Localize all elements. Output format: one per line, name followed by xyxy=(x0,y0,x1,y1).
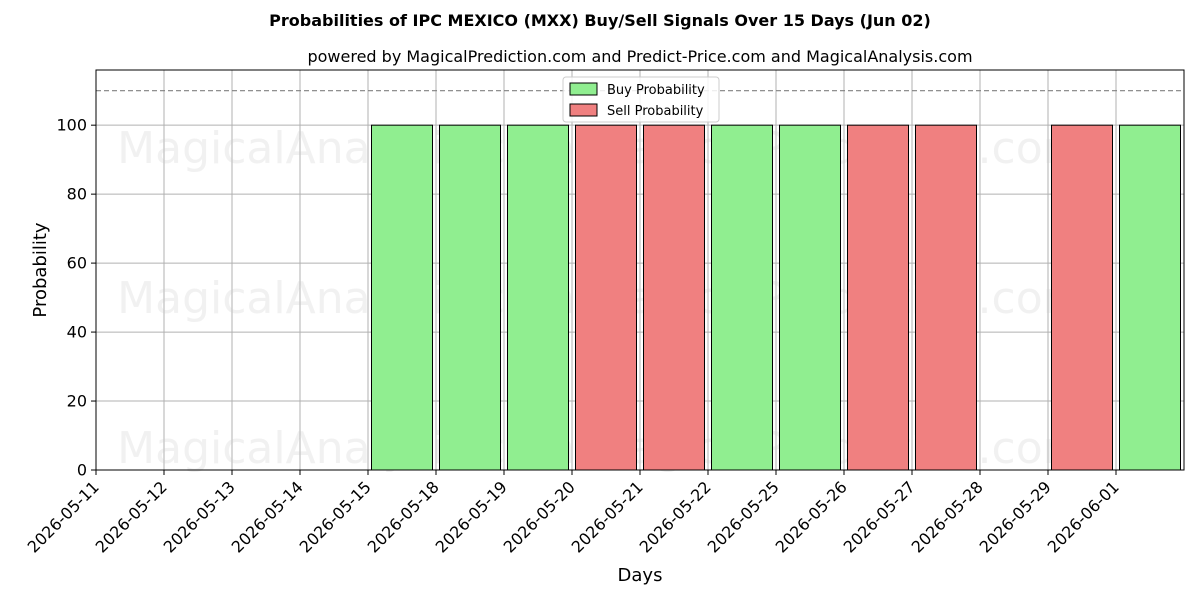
x-tick-label: 2026-05-22 xyxy=(636,477,715,556)
buy-probability-bar xyxy=(711,124,773,471)
x-tick-label: 2026-05-15 xyxy=(296,477,375,556)
sell-probability-bar xyxy=(915,124,977,471)
x-tick-label: 2026-05-27 xyxy=(840,477,919,556)
y-axis-label: Probability xyxy=(30,222,51,317)
chart-subtitle: powered by MagicalPrediction.com and Pre… xyxy=(307,47,972,66)
legend-swatch-sell xyxy=(569,103,598,117)
watermark-text: MagicalAnalysis.com xyxy=(117,273,575,324)
x-tick-label: 2026-05-29 xyxy=(976,477,1055,556)
x-tick-label: 2026-05-28 xyxy=(908,477,987,556)
x-tick-label: 2026-05-20 xyxy=(500,477,579,556)
buy-probability-bar xyxy=(371,124,433,471)
x-tick-label: 2026-05-11 xyxy=(24,477,103,556)
x-tick-label: 2026-05-26 xyxy=(772,477,851,556)
x-tick-label: 2026-05-12 xyxy=(92,477,171,556)
y-tick-label: 100 xyxy=(56,116,87,135)
x-axis-label: Days xyxy=(618,565,663,586)
legend-label-buy: Buy Probability xyxy=(607,83,705,98)
y-tick-label: 80 xyxy=(67,185,87,204)
chart-title: Probabilities of IPC MEXICO (MXX) Buy/Se… xyxy=(269,11,931,30)
x-axis-ticks: 2026-05-112026-05-122026-05-132026-05-14… xyxy=(24,470,1123,557)
watermark-text: MagicalAnalysis.com xyxy=(117,423,575,474)
y-tick-label: 20 xyxy=(67,392,87,411)
x-tick-label: 2026-05-25 xyxy=(704,477,783,556)
bars xyxy=(371,124,1181,471)
sell-probability-bar xyxy=(847,124,909,471)
x-tick-label: 2026-05-18 xyxy=(364,477,443,556)
x-tick-label: 2026-06-01 xyxy=(1044,477,1123,556)
y-tick-label: 40 xyxy=(67,323,87,342)
x-tick-label: 2026-05-13 xyxy=(160,477,239,556)
buy-probability-bar xyxy=(439,124,501,471)
buy-probability-bar xyxy=(779,124,841,471)
sell-probability-bar xyxy=(575,124,637,471)
y-tick-label: 0 xyxy=(77,461,87,480)
legend-box xyxy=(562,76,720,123)
x-tick-label: 2026-05-21 xyxy=(568,477,647,556)
y-axis-ticks: 0 20 40 60 80 100 xyxy=(56,116,96,480)
watermark-text: MagicalAnalysis.com xyxy=(117,123,575,174)
legend: Buy Probability Sell Probability xyxy=(562,76,720,123)
sell-probability-bar xyxy=(1051,124,1113,471)
x-tick-label: 2026-05-19 xyxy=(432,477,511,556)
buy-probability-bar xyxy=(1119,124,1181,471)
legend-label-sell: Sell Probability xyxy=(607,104,704,119)
legend-swatch-buy xyxy=(569,82,598,96)
buy-probability-bar xyxy=(507,124,569,471)
y-tick-label: 60 xyxy=(67,254,87,273)
sell-probability-bar xyxy=(643,124,705,471)
x-tick-label: 2026-05-14 xyxy=(228,477,307,556)
